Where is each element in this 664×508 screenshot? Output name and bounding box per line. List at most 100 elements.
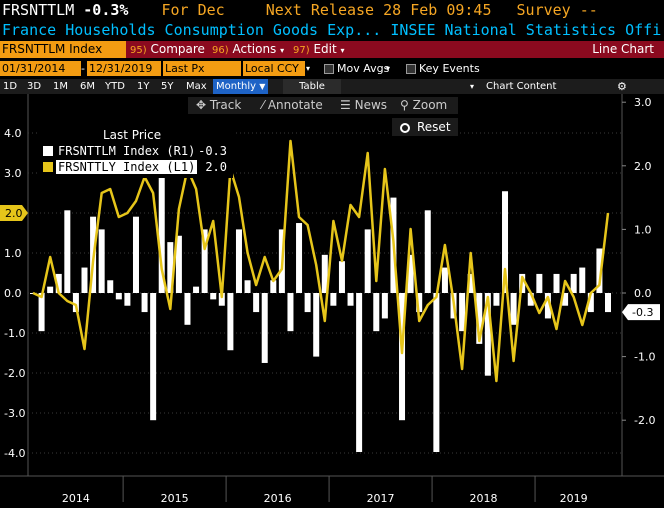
key-events-checkbox[interactable]: [406, 64, 416, 74]
security-label: FRSNTTLM Index: [2, 42, 103, 56]
period-1m[interactable]: 1M: [53, 81, 68, 92]
x-tick-label: 2014: [62, 492, 90, 505]
right-tick-label: 2.0: [634, 160, 652, 173]
bar: [347, 293, 354, 306]
left-last-value-tag: [0, 205, 28, 221]
x-tick-label: 2016: [264, 492, 292, 505]
bar: [184, 293, 191, 325]
subtitle: France Households Consumption Goods Exp.…: [2, 21, 664, 39]
right-tick-label: -1.0: [634, 351, 655, 364]
edit-label: Edit: [313, 42, 337, 56]
bar: [115, 293, 122, 300]
bar: [296, 223, 303, 293]
chart-content-button[interactable]: Chart Content: [486, 81, 557, 92]
security-field[interactable]: FRSNTTLM Index: [0, 41, 126, 58]
chart-type-button[interactable]: Line Chart: [592, 42, 654, 56]
edit-dropdown-icon: ▾: [340, 46, 345, 55]
bar: [218, 293, 225, 306]
legend-entry-frsnttlm[interactable]: FRSNTTLM Index (R1): [58, 144, 195, 158]
bar: [175, 235, 182, 293]
news-tool[interactable]: ☰ News: [340, 98, 387, 112]
bar: [493, 293, 500, 306]
left-last-value-label: 2.0: [5, 207, 23, 220]
reset-button[interactable]: Reset: [400, 120, 451, 134]
annotate-icon: ⁄: [262, 98, 265, 112]
news-icon: ☰: [340, 98, 351, 112]
period-ytd[interactable]: YTD: [105, 81, 125, 92]
legend-axis-frsnttly: (L1): [166, 160, 196, 174]
bar: [244, 280, 251, 293]
left-tick-label: 3.0: [4, 167, 22, 180]
mov-avgs-checkbox[interactable]: [324, 64, 334, 74]
edit-button[interactable]: 97) Edit ▾: [293, 41, 345, 58]
bar: [570, 273, 577, 293]
period-1y[interactable]: 1Y: [137, 81, 150, 92]
period-max[interactable]: Max: [186, 81, 207, 92]
bar: [399, 293, 406, 421]
period-3d[interactable]: 3D: [27, 81, 42, 92]
actions-number: 96): [212, 45, 229, 56]
bar: [55, 273, 62, 293]
bar: [459, 293, 466, 332]
bar: [210, 293, 217, 300]
end-date-field[interactable]: 12/31/2019: [87, 61, 161, 76]
currency-selector[interactable]: Local CCY: [243, 61, 305, 76]
bar: [81, 267, 88, 293]
bar: [381, 293, 388, 319]
bar: [536, 273, 543, 293]
annotate-tool[interactable]: ⁄ Annotate: [262, 98, 323, 112]
bar: [364, 229, 371, 293]
bar: [330, 293, 337, 306]
bar: [321, 254, 328, 293]
chart-area: 4.0 3.0 2.0 1.0 0.0 -1.0 -2.0 -3.0 -4.0 3.0 2.0 1.0…: [0, 94, 664, 505]
bar: [253, 293, 260, 313]
compare-label: Compare: [150, 42, 205, 56]
compare-button[interactable]: 95) Compare: [130, 41, 205, 58]
change-value: -0.3%: [83, 1, 129, 19]
zoom-tool[interactable]: ⚲ Zoom: [400, 98, 447, 112]
currency-dropdown-icon[interactable]: ▾: [306, 64, 311, 73]
chart-content-dropdown-icon[interactable]: ▾: [470, 82, 475, 91]
period-5y[interactable]: 5Y: [161, 81, 174, 92]
mov-avgs-label: Mov Avgs: [337, 62, 390, 75]
bar: [167, 242, 174, 293]
track-tool[interactable]: ✥ Track: [196, 98, 241, 112]
zoom-icon: ⚲: [400, 98, 409, 112]
bar: [441, 267, 448, 293]
period-label: For Dec: [161, 1, 225, 19]
settings-toolbar: 01/31/2014 - 12/31/2019 Last Px Local CC…: [0, 61, 664, 77]
bar: [287, 293, 294, 332]
bar: [467, 273, 474, 293]
period-6m[interactable]: 6M: [80, 81, 95, 92]
left-tick-label: 0.0: [4, 287, 22, 300]
actions-button[interactable]: 96) Actions ▾: [212, 41, 284, 58]
bar: [124, 293, 131, 306]
right-tick-label: -2.0: [634, 414, 655, 427]
start-date-field[interactable]: 01/31/2014: [0, 61, 81, 76]
bar: [502, 191, 509, 293]
gear-icon[interactable]: ⚙: [617, 80, 627, 93]
field-selector[interactable]: Last Px: [163, 61, 241, 76]
line-series: [32, 139, 610, 383]
bar: [416, 293, 423, 313]
table-button[interactable]: Table: [283, 79, 341, 94]
bar: [38, 293, 45, 332]
frequency-selector[interactable]: Monthly ▼: [213, 79, 269, 94]
bar: [150, 293, 157, 421]
left-tick-label: 4.0: [4, 127, 22, 140]
zoom-label: Zoom: [412, 98, 448, 112]
bar: [373, 293, 380, 332]
compare-number: 95): [130, 45, 147, 56]
bar: [141, 293, 148, 313]
x-tick-label: 2018: [470, 492, 498, 505]
bar: [47, 286, 54, 293]
title-row: FRSNTTLM -0.3% For Dec Next Release 28 F…: [0, 0, 664, 20]
legend-entry-frsnttly[interactable]: FRSNTTLY Index (L1): [56, 160, 198, 174]
survey-label: Survey --: [516, 1, 598, 19]
left-tick-label: -4.0: [4, 447, 25, 460]
right-tick-label: 0.0: [634, 287, 652, 300]
date-separator: -: [81, 62, 85, 75]
x-tick-label: 2015: [161, 492, 189, 505]
period-1d[interactable]: 1D: [3, 81, 18, 92]
mov-avgs-dropdown-icon[interactable]: ▾: [386, 64, 391, 73]
